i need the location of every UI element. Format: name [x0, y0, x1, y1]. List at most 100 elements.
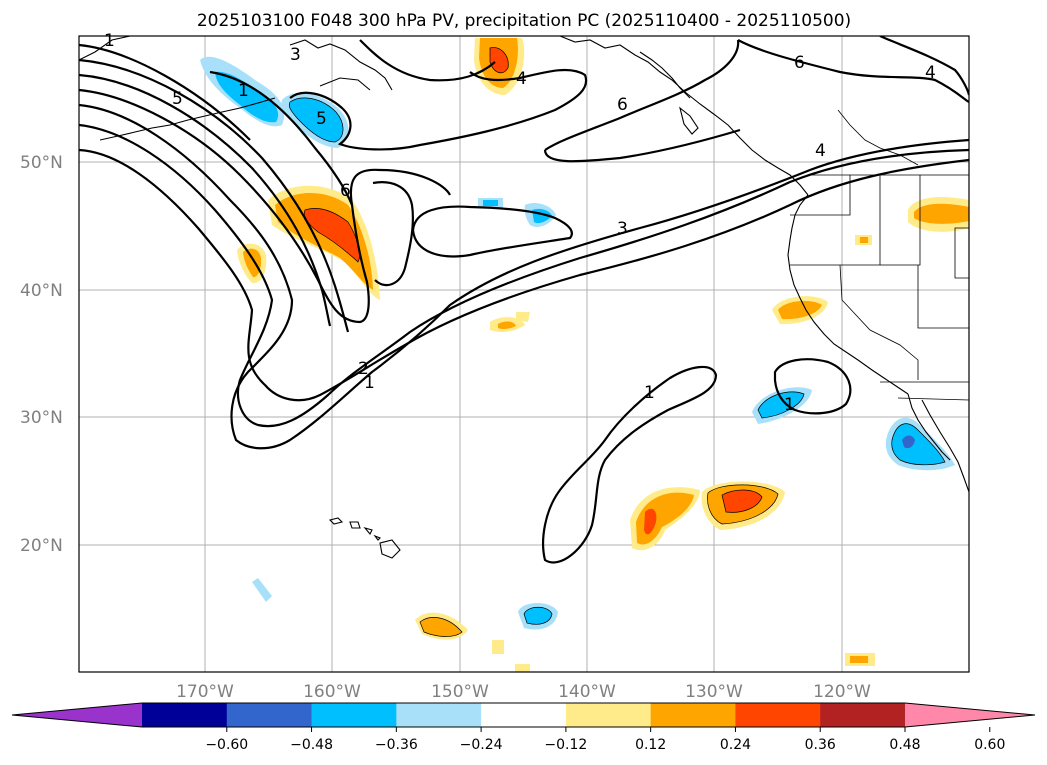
contour-labels: 1 3 5 5 4 6 6 4 4 6 3 2 1 1 1 1 — [104, 31, 936, 415]
contour-label: 5 — [172, 89, 183, 109]
coastline-hawaii — [379, 539, 401, 559]
pv-contour — [79, 103, 969, 450]
precip-positive-area — [644, 508, 657, 535]
lat-label: 40°N — [20, 281, 63, 301]
border-state — [917, 265, 969, 329]
border-us-mexico — [897, 397, 969, 401]
colorbar: −0.60 −0.48 −0.36 −0.24 −0.12 0.12 0.24 0.36 0.4… — [11, 702, 1036, 753]
colorbar-tick-label: −0.60 — [205, 737, 248, 753]
border-state — [790, 175, 851, 216]
coastline-mexico — [921, 399, 969, 493]
lon-label: 140°W — [558, 682, 616, 702]
lon-label: 130°W — [685, 682, 743, 702]
colorbar-tick-label: −0.24 — [460, 737, 503, 753]
pv-contour — [79, 43, 251, 141]
colorbar-extend-high — [905, 703, 1035, 727]
contour-label: 5 — [316, 109, 327, 129]
colorbar-segment — [396, 703, 482, 727]
latitude-labels: 50°N 40°N 30°N 20°N — [20, 153, 63, 556]
map-panel: 1 3 5 5 4 6 6 4 4 6 3 2 1 1 1 1 — [78, 31, 970, 673]
contour-label: 3 — [617, 219, 628, 239]
pv-contour — [209, 70, 354, 206]
lat-label: 20°N — [20, 536, 63, 556]
precip-positive-area — [914, 203, 969, 224]
pv-contour — [879, 36, 969, 96]
lon-label: 120°W — [813, 682, 871, 702]
pv-contour — [542, 365, 718, 564]
colorbar-segment — [820, 703, 906, 727]
coastline-hawaii — [373, 534, 381, 541]
pv-contour — [737, 39, 969, 103]
lat-label: 30°N — [20, 408, 63, 428]
contour-label: 1 — [104, 31, 115, 51]
precip-positive-area — [492, 640, 504, 654]
precip-positive-area — [778, 300, 822, 320]
lon-label: 160°W — [303, 682, 361, 702]
pv-contour — [543, 128, 741, 163]
precip-negative-area — [289, 97, 344, 142]
colorbar-segment — [565, 703, 652, 727]
precip-negative-area — [891, 423, 945, 465]
coastline-canada — [559, 36, 809, 196]
precip-negative-area — [758, 391, 804, 418]
precip-positive-area — [420, 617, 462, 637]
pv-contour — [79, 148, 969, 402]
coastline-alaska — [319, 77, 371, 91]
colorbar-outline — [11, 702, 1036, 728]
precip-positive-area — [722, 489, 762, 513]
precip-positive-area — [516, 312, 530, 322]
coastline-us-west — [787, 194, 909, 395]
precip-positive-area — [850, 656, 868, 663]
pv-contours — [79, 36, 969, 564]
precip-shading — [200, 38, 969, 672]
contour-label: 1 — [644, 383, 655, 403]
pv-contour — [79, 88, 451, 324]
contour-label: 4 — [925, 63, 936, 83]
lat-label: 50°N — [20, 153, 63, 173]
colorbar-segment — [650, 703, 736, 727]
colorbar-tick-label: 0.60 — [974, 737, 1005, 753]
pv-contour — [79, 73, 332, 327]
colorbar-tick-label: −0.48 — [290, 737, 333, 753]
figure-title: 2025103100 F048 300 hPa PV, precipitatio… — [197, 11, 851, 31]
coastlines — [79, 36, 969, 559]
precip-positive-area — [490, 47, 509, 73]
contour-label: 4 — [516, 69, 527, 89]
pv-contour — [79, 58, 350, 333]
contour-label: 2 — [358, 359, 369, 379]
coastline-aleutians — [99, 97, 276, 141]
coastline-alaska — [289, 39, 393, 91]
lon-label: 150°W — [431, 682, 489, 702]
contour-label: 1 — [784, 395, 795, 415]
coastline-canada — [639, 51, 691, 99]
precip-negative-area — [252, 578, 272, 602]
longitude-labels: 170°W 160°W 150°W 140°W 130°W 120°W — [176, 682, 871, 702]
colorbar-segment — [735, 703, 821, 727]
colorbar-tick-label: 0.36 — [805, 737, 836, 753]
precip-negative-area — [483, 200, 498, 206]
colorbar-tick-label: −0.36 — [375, 737, 418, 753]
coastline-hawaii — [349, 521, 361, 529]
pv-contour — [773, 358, 852, 415]
colorbar-segment — [311, 703, 397, 727]
contour-label: 3 — [290, 45, 301, 65]
pv-contour — [411, 205, 573, 258]
coastline-baja — [907, 393, 951, 461]
pv-contour — [372, 181, 415, 287]
coastline-alaska — [79, 36, 131, 61]
precip-negative-area — [902, 435, 915, 449]
coastline-bc-islands — [679, 106, 699, 135]
coastline-hawaii — [328, 517, 344, 525]
colorbar-segment — [226, 703, 313, 727]
coastline-hawaii — [363, 526, 373, 535]
precip-positive-area — [304, 208, 360, 262]
pv-contour — [544, 39, 740, 151]
precip-positive-area — [498, 321, 516, 330]
precip-positive-area — [243, 248, 262, 278]
colorbar-tick-label: −0.12 — [544, 737, 587, 753]
colorbar-tick-label: 0.24 — [720, 737, 751, 753]
colorbar-tick-label: 0.12 — [635, 737, 666, 753]
contour-label: 6 — [794, 53, 805, 73]
precip-positive-area — [860, 237, 868, 243]
